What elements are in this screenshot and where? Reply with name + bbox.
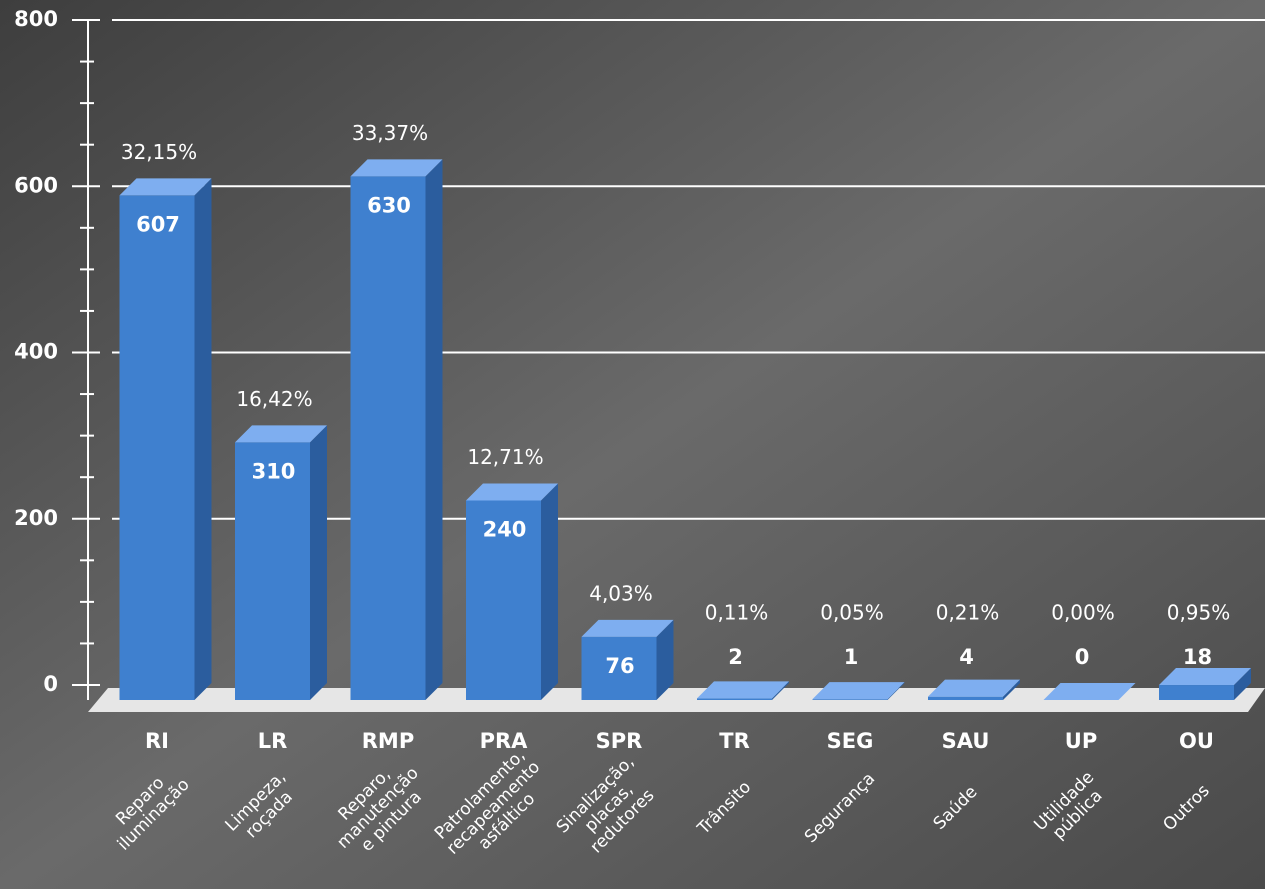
- x-tick-label: SAU: [942, 729, 990, 753]
- percent-label: 0,21%: [936, 601, 1000, 625]
- value-label: 1: [844, 645, 859, 669]
- percent-label: 0,00%: [1051, 601, 1115, 625]
- y-tick-label: 400: [14, 340, 58, 364]
- bar: [351, 176, 426, 700]
- value-label: 4: [959, 645, 974, 669]
- percent-label: 32,15%: [121, 140, 197, 164]
- value-label: 0: [1075, 645, 1090, 669]
- bar: [697, 698, 772, 700]
- y-tick-label: 600: [14, 173, 58, 197]
- bar-side: [195, 178, 212, 700]
- x-tick-label: RI: [145, 729, 169, 753]
- bar: [1159, 685, 1234, 700]
- x-tick-label: SPR: [596, 729, 643, 753]
- value-label: 18: [1183, 645, 1212, 669]
- value-label: 630: [367, 193, 411, 217]
- value-label: 240: [483, 518, 527, 542]
- page: 020040060080060732,15%RIReparoiluminação…: [0, 0, 1265, 889]
- y-tick-label: 800: [14, 7, 58, 31]
- chart: 020040060080060732,15%RIReparoiluminação…: [0, 0, 1265, 889]
- percent-label: 0,95%: [1167, 601, 1231, 625]
- percent-label: 33,37%: [352, 121, 428, 145]
- bar: [120, 195, 195, 700]
- y-tick-label: 200: [14, 506, 58, 530]
- percent-label: 0,05%: [820, 601, 884, 625]
- x-tick-label: UP: [1065, 729, 1097, 753]
- percent-label: 4,03%: [589, 581, 653, 605]
- percent-label: 12,71%: [467, 445, 543, 469]
- value-label: 607: [136, 212, 180, 236]
- bar-side: [541, 484, 558, 701]
- x-tick-label: OU: [1179, 729, 1214, 753]
- bar-side: [310, 425, 327, 700]
- value-label: 310: [252, 459, 296, 483]
- x-tick-label: SEG: [827, 729, 874, 753]
- bar: [813, 699, 888, 700]
- bar-side: [426, 159, 443, 700]
- x-tick-label: TR: [719, 729, 750, 753]
- value-label: 76: [605, 654, 634, 678]
- y-tick-label: 0: [43, 672, 58, 696]
- x-tick-label: RMP: [362, 729, 414, 753]
- bar: [928, 697, 1003, 700]
- x-tick-label: PRA: [480, 729, 529, 753]
- percent-label: 16,42%: [236, 387, 312, 411]
- value-label: 2: [728, 645, 743, 669]
- x-tick-label: LR: [258, 729, 288, 753]
- percent-label: 0,11%: [705, 601, 769, 625]
